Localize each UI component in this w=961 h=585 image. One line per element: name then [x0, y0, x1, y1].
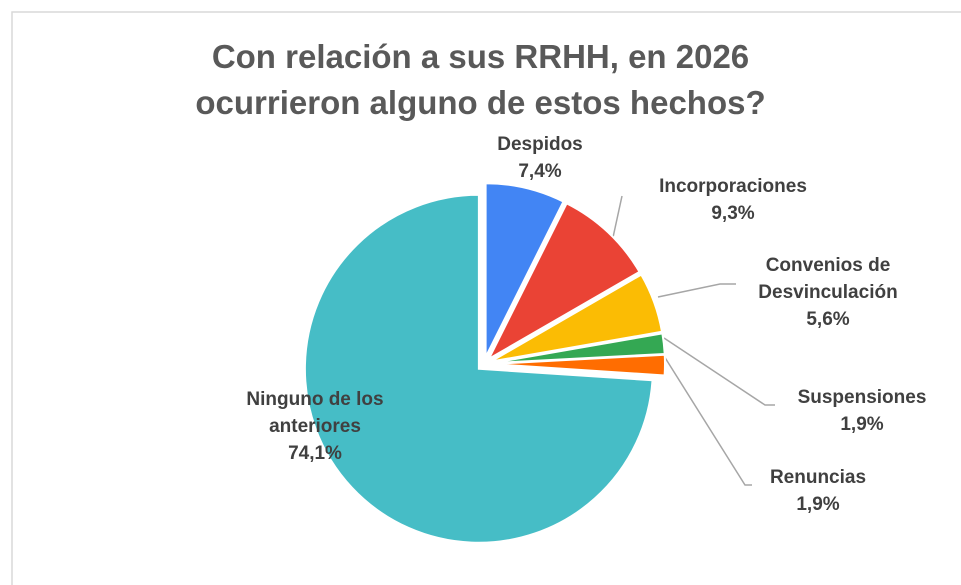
value-label: 9,3% — [711, 203, 755, 224]
category-label: Incorporaciones — [659, 176, 807, 197]
chart-title: Con relación a sus RRHH, en 2026 ocurrie… — [0, 34, 961, 126]
leader-line — [663, 337, 775, 406]
pie-slice — [490, 353, 666, 377]
leader-line — [663, 355, 752, 486]
value-label: 7,4% — [518, 161, 562, 182]
category-label: Ninguno de los anteriores — [246, 389, 384, 437]
slice-label: Renuncias 1,9% — [738, 464, 898, 518]
pie-slice — [484, 182, 565, 358]
value-label: 5,6% — [806, 309, 850, 330]
category-label: Renuncias — [769, 467, 867, 488]
pie-slice — [490, 273, 664, 363]
category-label: Convenios de Desvinculación — [758, 255, 898, 303]
slice-label: Despidos 7,4% — [460, 131, 620, 185]
slice-label: Suspensiones 1,9% — [762, 384, 961, 438]
category-label: Suspensiones — [797, 387, 927, 408]
leader-line — [657, 283, 736, 298]
slice-label: Incorporaciones 9,3% — [633, 173, 833, 227]
value-label: 1,9% — [840, 414, 884, 435]
slice-label: Ninguno de los anteriores 74,1% — [215, 386, 415, 467]
pie-slice — [303, 193, 654, 544]
slice-label: Convenios de Desvinculación 5,6% — [738, 252, 918, 333]
chart-border — [11, 11, 961, 585]
value-label: 74,1% — [288, 443, 342, 464]
title-text: Con relación a sus RRHH, en 2026 ocurrie… — [195, 38, 766, 121]
category-label: Despidos — [497, 134, 583, 155]
value-label: 1,9% — [796, 494, 840, 515]
pie-slice — [486, 201, 641, 362]
leader-line — [611, 195, 623, 243]
